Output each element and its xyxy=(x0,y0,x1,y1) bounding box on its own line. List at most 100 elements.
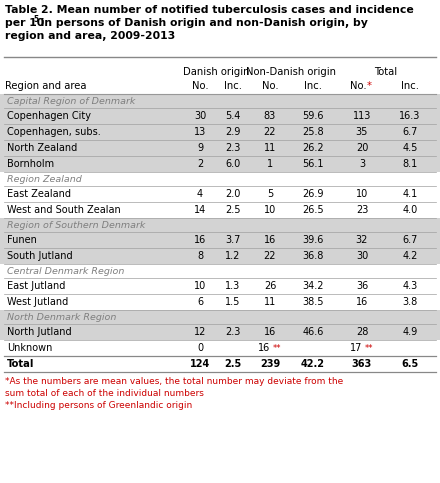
Text: 6: 6 xyxy=(197,297,203,307)
Text: 239: 239 xyxy=(260,359,280,369)
Text: 2.3: 2.3 xyxy=(225,327,241,337)
Text: 4.9: 4.9 xyxy=(402,327,418,337)
Bar xyxy=(0,310,440,324)
Text: in persons of Danish origin and non-Danish origin, by: in persons of Danish origin and non-Dani… xyxy=(37,18,368,28)
Text: Region of Southern Denmark: Region of Southern Denmark xyxy=(7,221,145,229)
Text: 30: 30 xyxy=(356,251,368,261)
Text: North Zealand: North Zealand xyxy=(7,143,77,153)
Text: 6.7: 6.7 xyxy=(402,235,418,245)
Bar xyxy=(0,294,440,310)
Text: 2.5: 2.5 xyxy=(224,359,242,369)
Text: 10: 10 xyxy=(356,189,368,199)
Text: 2.0: 2.0 xyxy=(225,189,241,199)
Text: North Jutland: North Jutland xyxy=(7,327,72,337)
Text: **: ** xyxy=(273,343,282,353)
Text: **Including persons of Greenlandic origin: **Including persons of Greenlandic origi… xyxy=(5,401,192,410)
Text: 4.0: 4.0 xyxy=(402,205,418,215)
Text: 2: 2 xyxy=(197,159,203,169)
Text: Bornholm: Bornholm xyxy=(7,159,54,169)
Text: 17: 17 xyxy=(350,343,362,353)
Text: Copenhagen City: Copenhagen City xyxy=(7,111,91,121)
Text: 1.2: 1.2 xyxy=(225,251,241,261)
Text: 26.5: 26.5 xyxy=(302,205,324,215)
Bar xyxy=(0,340,440,356)
Text: 4.2: 4.2 xyxy=(402,251,418,261)
Text: 4: 4 xyxy=(197,189,203,199)
Text: 22: 22 xyxy=(264,127,276,137)
Text: Region Zealand: Region Zealand xyxy=(7,174,82,184)
Text: 11: 11 xyxy=(264,143,276,153)
Text: No.: No. xyxy=(192,81,208,91)
Text: North Denmark Region: North Denmark Region xyxy=(7,313,116,322)
Text: 1: 1 xyxy=(267,159,273,169)
Text: Capital Region of Denmark: Capital Region of Denmark xyxy=(7,97,136,105)
Text: 16: 16 xyxy=(356,297,368,307)
Text: Unknown: Unknown xyxy=(7,343,52,353)
Text: 2.3: 2.3 xyxy=(225,143,241,153)
Bar xyxy=(0,0,440,58)
Text: 26: 26 xyxy=(264,281,276,291)
Text: Funen: Funen xyxy=(7,235,37,245)
Text: sum total of each of the individual numbers: sum total of each of the individual numb… xyxy=(5,389,204,398)
Text: 10: 10 xyxy=(264,205,276,215)
Text: No.: No. xyxy=(350,81,367,91)
Text: 5.4: 5.4 xyxy=(225,111,241,121)
Text: Non-Danish origin: Non-Danish origin xyxy=(246,67,337,77)
Text: 22: 22 xyxy=(264,251,276,261)
Text: 3: 3 xyxy=(359,159,365,169)
Text: 28: 28 xyxy=(356,327,368,337)
Text: 34.2: 34.2 xyxy=(302,281,324,291)
Text: 4.5: 4.5 xyxy=(402,143,418,153)
Text: 1.5: 1.5 xyxy=(225,297,241,307)
Bar xyxy=(0,278,440,294)
Text: 59.6: 59.6 xyxy=(302,111,324,121)
Text: 12: 12 xyxy=(194,327,206,337)
Text: 6.7: 6.7 xyxy=(402,127,418,137)
Text: 42.2: 42.2 xyxy=(301,359,325,369)
Text: 6.5: 6.5 xyxy=(401,359,418,369)
Text: Inc.: Inc. xyxy=(304,81,322,91)
Text: 14: 14 xyxy=(194,205,206,215)
Text: Table 2. Mean number of notified tuberculosis cases and incidence: Table 2. Mean number of notified tubercu… xyxy=(5,5,414,15)
Text: 16: 16 xyxy=(264,327,276,337)
Bar xyxy=(0,248,440,264)
Bar xyxy=(0,218,440,232)
Text: 56.1: 56.1 xyxy=(302,159,324,169)
Text: 16.3: 16.3 xyxy=(400,111,421,121)
Text: South Jutland: South Jutland xyxy=(7,251,73,261)
Text: Total: Total xyxy=(374,67,398,77)
Text: 16: 16 xyxy=(194,235,206,245)
Text: Copenhagen, subs.: Copenhagen, subs. xyxy=(7,127,101,137)
Text: East Zealand: East Zealand xyxy=(7,189,71,199)
Text: 26.9: 26.9 xyxy=(302,189,324,199)
Text: No.: No. xyxy=(262,81,279,91)
Bar xyxy=(0,172,440,186)
Text: 3.8: 3.8 xyxy=(402,297,418,307)
Bar xyxy=(0,202,440,218)
Text: 8: 8 xyxy=(197,251,203,261)
Text: 5: 5 xyxy=(33,15,38,25)
Text: 113: 113 xyxy=(353,111,371,121)
Text: per 10: per 10 xyxy=(5,18,44,28)
Text: 36: 36 xyxy=(356,281,368,291)
Text: 1.3: 1.3 xyxy=(225,281,241,291)
Bar xyxy=(0,94,440,108)
Text: 11: 11 xyxy=(264,297,276,307)
Text: 35: 35 xyxy=(356,127,368,137)
Text: 2.5: 2.5 xyxy=(225,205,241,215)
Text: Inc.: Inc. xyxy=(401,81,419,91)
Text: East Jutland: East Jutland xyxy=(7,281,66,291)
Text: 38.5: 38.5 xyxy=(302,297,324,307)
Text: 4.3: 4.3 xyxy=(402,281,418,291)
Text: 4.1: 4.1 xyxy=(402,189,418,199)
Text: 23: 23 xyxy=(356,205,368,215)
Text: 10: 10 xyxy=(194,281,206,291)
Text: 36.8: 36.8 xyxy=(302,251,324,261)
Text: 26.2: 26.2 xyxy=(302,143,324,153)
Bar xyxy=(0,156,440,172)
Text: 30: 30 xyxy=(194,111,206,121)
Text: Inc.: Inc. xyxy=(224,81,242,91)
Text: **: ** xyxy=(365,343,374,353)
Text: 20: 20 xyxy=(356,143,368,153)
Bar xyxy=(0,324,440,340)
